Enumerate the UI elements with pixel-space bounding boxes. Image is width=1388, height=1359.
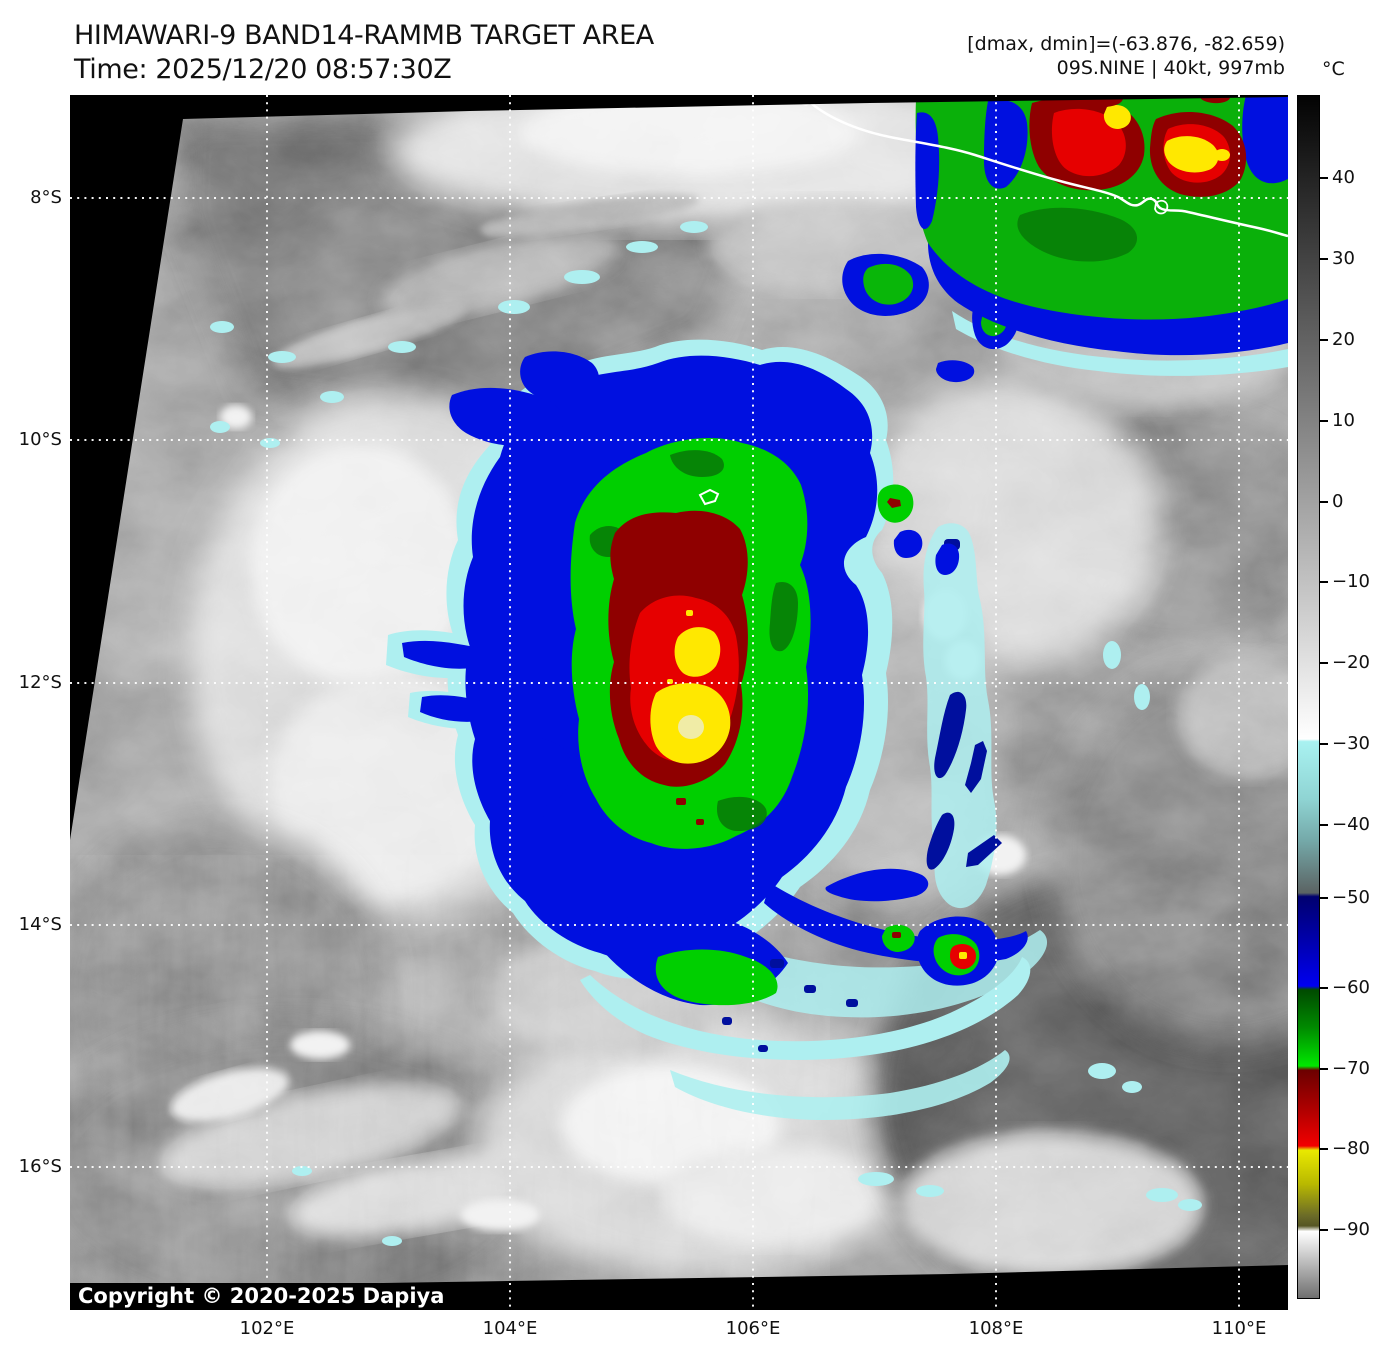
colorbar-tick-label: −60 — [1332, 977, 1370, 998]
colorbar-tick — [1320, 987, 1328, 989]
storm-blue-filaments — [722, 539, 1002, 1052]
storm-core — [608, 510, 748, 825]
colorbar-tick-label: 10 — [1332, 410, 1355, 431]
temperature-colorbar — [1297, 95, 1320, 1299]
page-title: HIMAWARI-9 BAND14-RAMMB TARGET AREA — [74, 20, 654, 51]
colorbar-tick-label: −10 — [1332, 571, 1370, 592]
colorbar-tick-label: −80 — [1332, 1138, 1370, 1159]
colorbar-tick — [1320, 897, 1328, 899]
colorbar-tick — [1320, 743, 1328, 745]
cloud-canvas — [70, 97, 1288, 1288]
south-cells — [825, 868, 999, 986]
colorbar-tick — [1320, 339, 1328, 341]
colorbar-tick-label: −50 — [1332, 887, 1370, 908]
colorbar-tick-label: 30 — [1332, 248, 1355, 269]
copyright-badge: Copyright © 2020-2025 Dapiya — [70, 1283, 444, 1310]
lon-label: 110°E — [1211, 1318, 1267, 1339]
colorbar-unit-label: °C — [1322, 58, 1345, 80]
colorbar-tick — [1320, 501, 1328, 503]
colorbar-tick — [1320, 824, 1328, 826]
colorbar-tick — [1320, 258, 1328, 260]
colorbar-tick — [1320, 662, 1328, 664]
east-cell — [877, 484, 960, 575]
colorbar-tick — [1320, 1148, 1328, 1150]
lat-label: 10°S — [18, 429, 62, 450]
colorbar-tick-label: 0 — [1332, 491, 1344, 512]
lat-label: 12°S — [18, 672, 62, 693]
colorbar-tick — [1320, 420, 1328, 422]
colorbar-tick — [1320, 177, 1328, 179]
colorbar-tick-label: −90 — [1332, 1219, 1370, 1240]
storm-info-label: 09S.NINE | 40kt, 997mb — [1056, 57, 1285, 79]
colorbar-tick — [1320, 1229, 1328, 1231]
satellite-imagery — [70, 95, 1288, 1310]
colorbar-tick-label: −40 — [1332, 814, 1370, 835]
lon-label: 106°E — [725, 1318, 781, 1339]
time-label: Time: 2025/12/20 08:57:30Z — [74, 54, 452, 85]
lon-label: 108°E — [968, 1318, 1024, 1339]
colorbar-tick-label: 40 — [1332, 167, 1355, 188]
graticule — [70, 95, 1288, 1310]
colorbar-tick-label: −20 — [1332, 652, 1370, 673]
colorbar-tick-label: 20 — [1332, 329, 1355, 350]
satellite-map: Copyright © 2020-2025 Dapiya — [70, 95, 1288, 1310]
christmas-island-outline — [698, 488, 720, 506]
lat-label: 14°S — [18, 914, 62, 935]
java-cluster — [915, 97, 1288, 356]
colorbar-tick-label: −30 — [1332, 733, 1370, 754]
lat-label: 16°S — [18, 1156, 62, 1177]
dmax-dmin-label: [dmax, dmin]=(-63.876, -82.659) — [967, 33, 1285, 55]
colorbar-tick — [1320, 1068, 1328, 1070]
colorbar-tick — [1320, 581, 1328, 583]
lat-label: 8°S — [30, 187, 62, 208]
lon-label: 102°E — [239, 1318, 295, 1339]
lon-label: 104°E — [482, 1318, 538, 1339]
colorbar-tick-label: −70 — [1332, 1058, 1370, 1079]
